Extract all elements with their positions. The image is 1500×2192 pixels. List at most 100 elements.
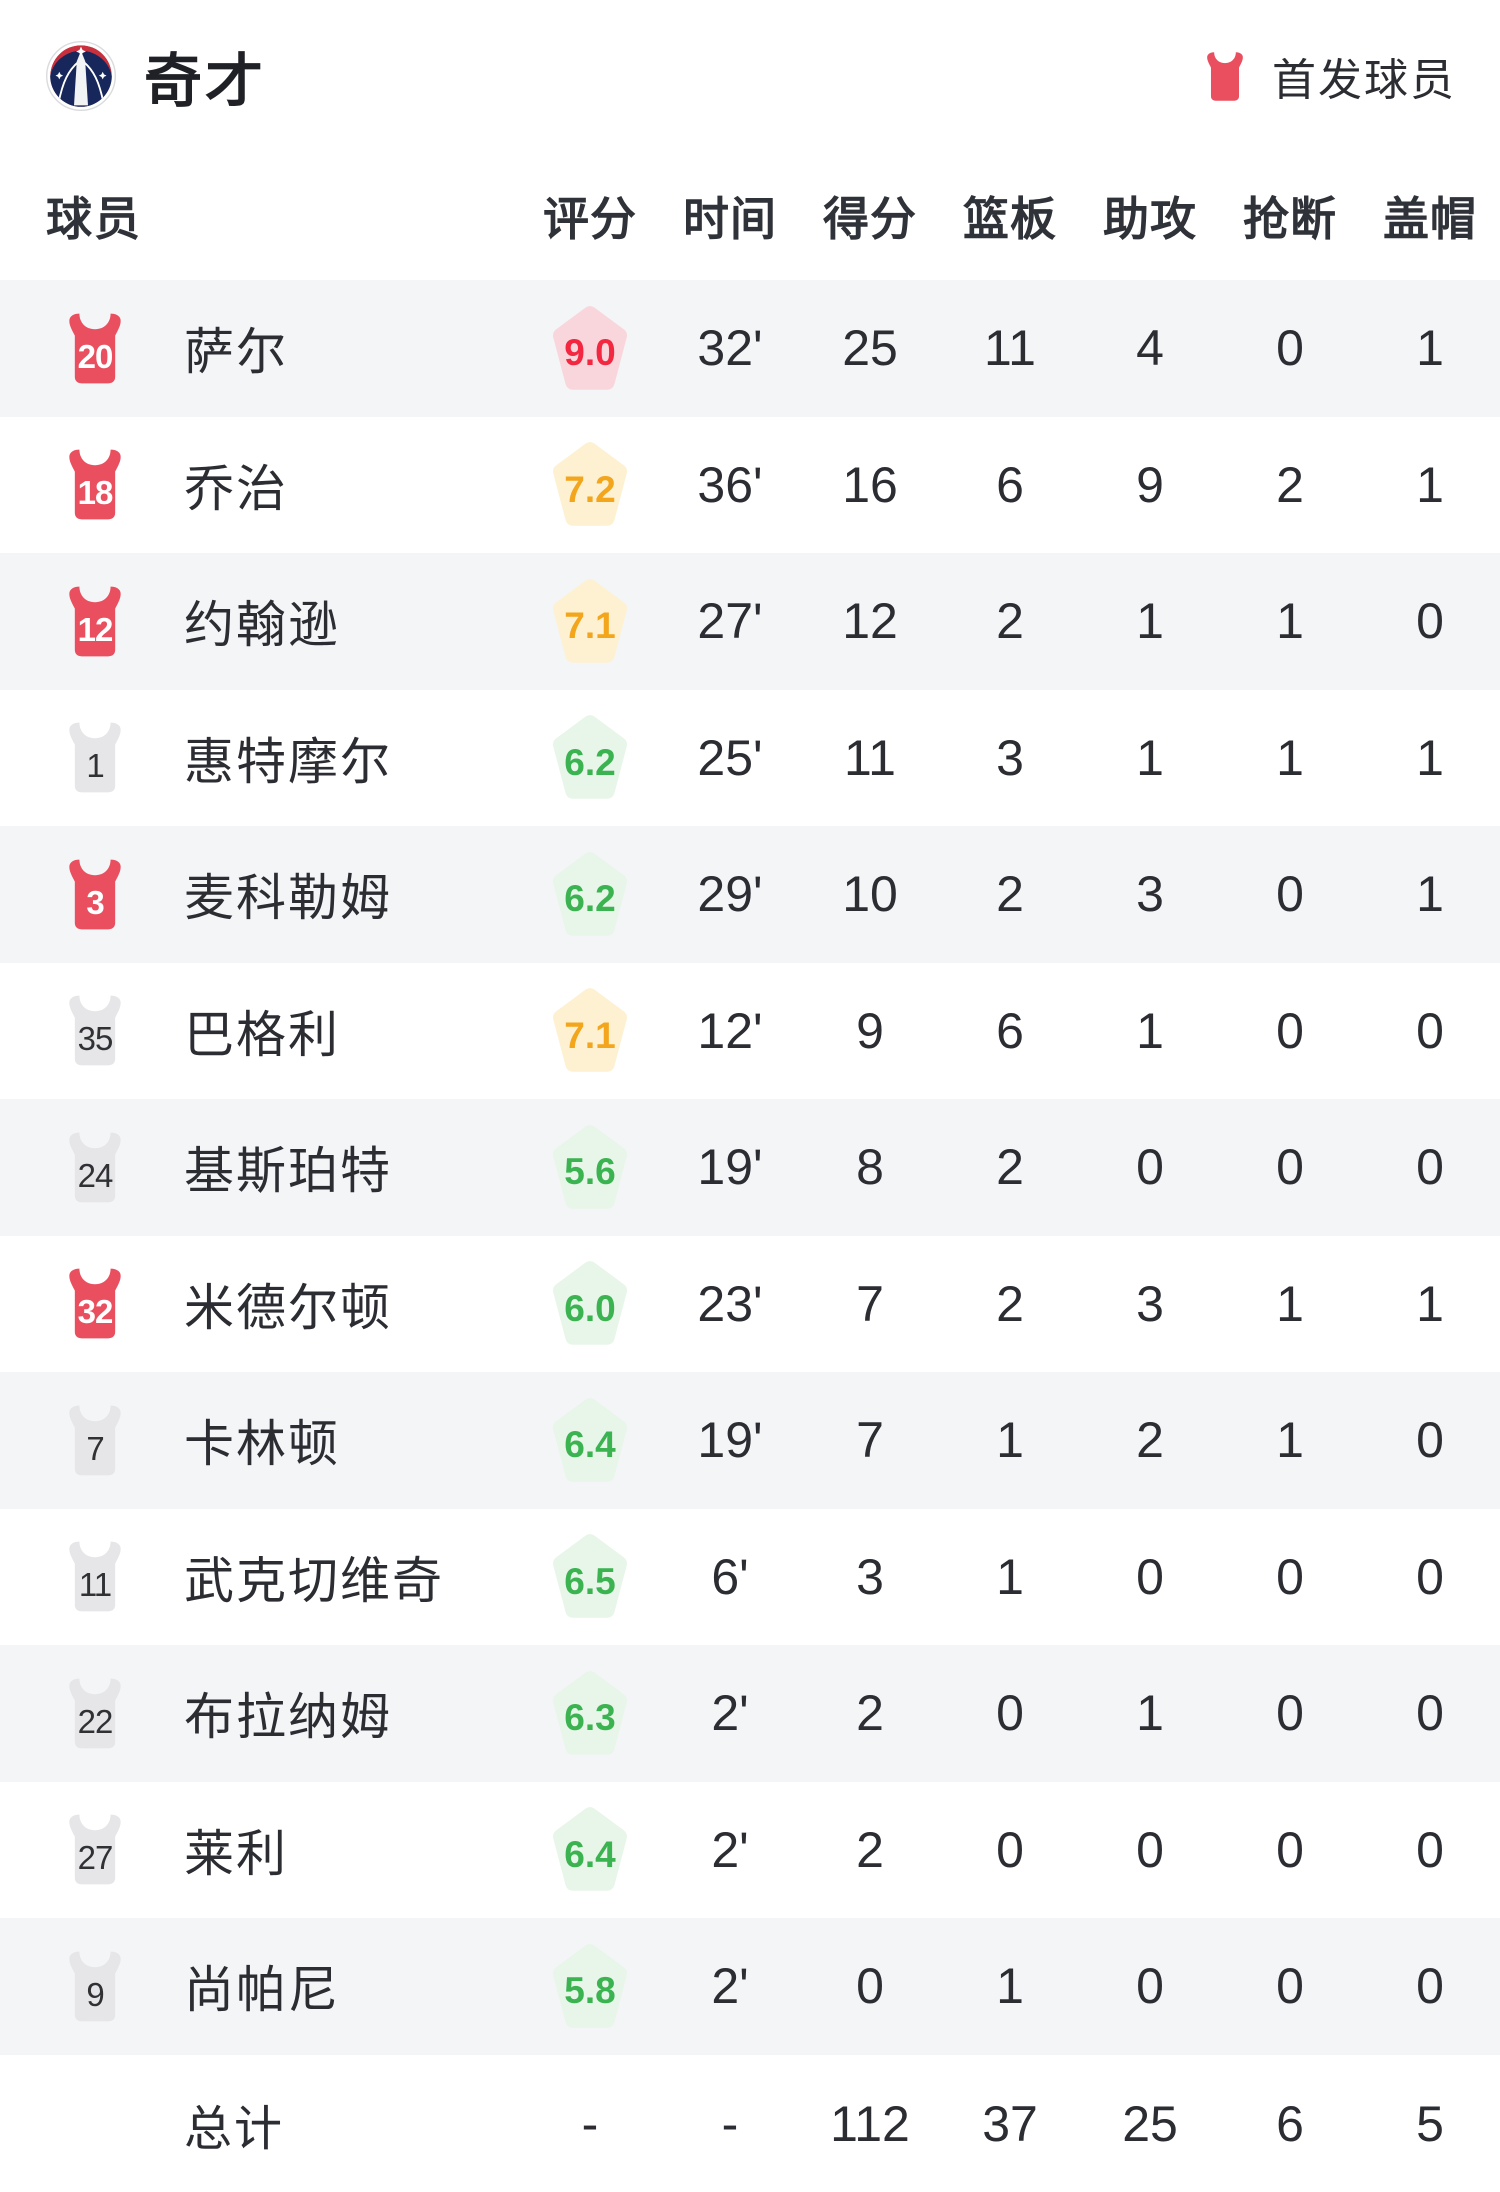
total-rebounds: 37: [982, 2096, 1038, 2152]
rating-value: 7.1: [564, 605, 616, 647]
minutes-cell: 2': [711, 1958, 749, 2015]
minutes-cell: 23': [697, 1275, 763, 1332]
player-name: 约翰逊: [184, 597, 340, 654]
rating-value: 6.3: [564, 1697, 616, 1739]
starter-legend-label: 首发球员: [1272, 56, 1456, 105]
minutes-cell: 2': [711, 1821, 749, 1878]
rebounds-cell: 6: [996, 456, 1024, 513]
steals-cell: 0: [1276, 866, 1304, 923]
steals-cell: 1: [1276, 593, 1304, 650]
assists-cell: 9: [1136, 456, 1164, 513]
player-row[interactable]: 12 约翰逊 7.1 27' 12 2 1 1 0: [0, 553, 1500, 690]
player-row[interactable]: 20 萨尔 9.0 32' 25 11 4 0 1: [0, 280, 1500, 417]
player-row[interactable]: 3 麦科勒姆 6.2 29' 10 2 3 0 1: [0, 826, 1500, 963]
column-points: 得分: [823, 193, 917, 245]
jersey-number: 3: [86, 883, 104, 921]
steals-cell: 1: [1276, 1275, 1304, 1332]
rating-badge: 9.0: [547, 302, 633, 395]
column-rating: 评分: [543, 193, 637, 245]
rating-value: 6.4: [564, 1424, 616, 1466]
minutes-cell: 2': [711, 1685, 749, 1742]
player-name: 巴格利: [184, 1006, 340, 1063]
jersey-number: 7: [86, 1429, 104, 1467]
player-row[interactable]: 7 卡林顿 6.4 19' 7 1 2 1 0: [0, 1372, 1500, 1509]
player-row[interactable]: 32 米德尔顿 6.0 23' 7 2 3 1 1: [0, 1235, 1500, 1372]
player-cell: 35 巴格利: [0, 993, 520, 1068]
rebounds-cell: 0: [996, 1821, 1024, 1878]
player-row[interactable]: 1 惠特摩尔 6.2 25' 11 3 1 1 1: [0, 689, 1500, 826]
player-row[interactable]: 11 武克切维奇 6.5 6' 3 1 0 0 0: [0, 1508, 1500, 1645]
column-steals: 抢断: [1243, 193, 1337, 245]
player-row[interactable]: 22 布拉纳姆 6.3 2' 2 0 1 0 0: [0, 1645, 1500, 1782]
steals-cell: 0: [1276, 1958, 1304, 2015]
rating-badge: 5.8: [547, 1940, 633, 2033]
blocks-cell: 1: [1416, 320, 1444, 377]
starter-legend: 首发球员: [1202, 44, 1456, 108]
rating-value: 5.8: [564, 1970, 616, 2012]
steals-cell: 0: [1276, 1139, 1304, 1196]
steals-cell: 2: [1276, 456, 1304, 513]
rebounds-cell: 2: [996, 866, 1024, 923]
rating-cell: 6.2: [520, 711, 660, 804]
rating-badge: 6.2: [547, 848, 633, 941]
points-cell: 16: [842, 456, 898, 513]
player-cell: 32 米德尔顿: [0, 1266, 520, 1341]
blocks-cell: 0: [1416, 593, 1444, 650]
total-label-cell: 总计: [0, 2089, 520, 2159]
rating-value: 7.1: [564, 1014, 616, 1056]
player-row[interactable]: 27 莱利 6.4 2' 2 0 0 0 0: [0, 1781, 1500, 1918]
player-row[interactable]: 18 乔治 7.2 36' 16 6 9 2 1: [0, 416, 1500, 553]
points-cell: 25: [842, 320, 898, 377]
rating-badge: 5.6: [547, 1121, 633, 1214]
rating-badge: 6.5: [547, 1530, 633, 1623]
rating-cell: 5.6: [520, 1121, 660, 1214]
blocks-cell: 0: [1416, 1958, 1444, 2015]
rating-cell: 7.1: [520, 984, 660, 1077]
player-row[interactable]: 35 巴格利 7.1 12' 9 6 1 0 0: [0, 962, 1500, 1099]
player-cell: 20 萨尔: [0, 311, 520, 386]
points-cell: 9: [856, 1002, 884, 1059]
minutes-cell: 12': [697, 1002, 763, 1059]
player-cell: 22 布拉纳姆: [0, 1676, 520, 1751]
minutes-cell: 6': [711, 1548, 749, 1605]
column-minutes: 时间: [683, 193, 777, 245]
player-row[interactable]: 9 尚帕尼 5.8 2' 0 1 0 0 0: [0, 1918, 1500, 2055]
steals-cell: 1: [1276, 1412, 1304, 1469]
total-assists: 25: [1122, 2096, 1178, 2152]
rating-badge: 7.2: [547, 438, 633, 531]
total-rating: -: [581, 2096, 599, 2152]
minutes-cell: 19': [697, 1412, 763, 1469]
column-rebounds: 篮板: [963, 193, 1057, 245]
table-header-row: 球员 评分 时间 得分 篮板 助攻 抢断 盖帽: [0, 152, 1500, 280]
player-name: 惠特摩尔: [184, 733, 392, 790]
steals-cell: 0: [1276, 1002, 1304, 1059]
blocks-cell: 0: [1416, 1685, 1444, 1742]
rebounds-cell: 2: [996, 593, 1024, 650]
points-cell: 0: [856, 1958, 884, 2015]
jersey-number: 27: [77, 1839, 114, 1877]
player-cell: 7 卡林顿: [0, 1403, 520, 1478]
blocks-cell: 0: [1416, 1548, 1444, 1605]
rebounds-cell: 0: [996, 1685, 1024, 1742]
team-header: 奇才 首发球员: [0, 0, 1500, 152]
total-blocks: 5: [1416, 2096, 1444, 2152]
blocks-cell: 0: [1416, 1139, 1444, 1196]
column-player: 球员: [46, 193, 142, 245]
assists-cell: 1: [1136, 729, 1164, 786]
assists-cell: 0: [1136, 1958, 1164, 2015]
jersey-icon: 7: [62, 1403, 128, 1478]
steals-cell: 0: [1276, 1548, 1304, 1605]
points-cell: 2: [856, 1685, 884, 1742]
assists-cell: 0: [1136, 1821, 1164, 1878]
player-name: 米德尔顿: [184, 1279, 392, 1336]
jersey-number: 32: [77, 1293, 114, 1331]
total-label: 总计: [184, 2103, 285, 2156]
rating-value: 6.4: [564, 1833, 616, 1875]
assists-cell: 0: [1136, 1548, 1164, 1605]
points-cell: 10: [842, 866, 898, 923]
assists-cell: 4: [1136, 320, 1164, 377]
player-row[interactable]: 24 基斯珀特 5.6 19' 8 2 0 0 0: [0, 1099, 1500, 1236]
player-name: 尚帕尼: [184, 1962, 340, 2019]
rating-badge: 6.4: [547, 1803, 633, 1896]
